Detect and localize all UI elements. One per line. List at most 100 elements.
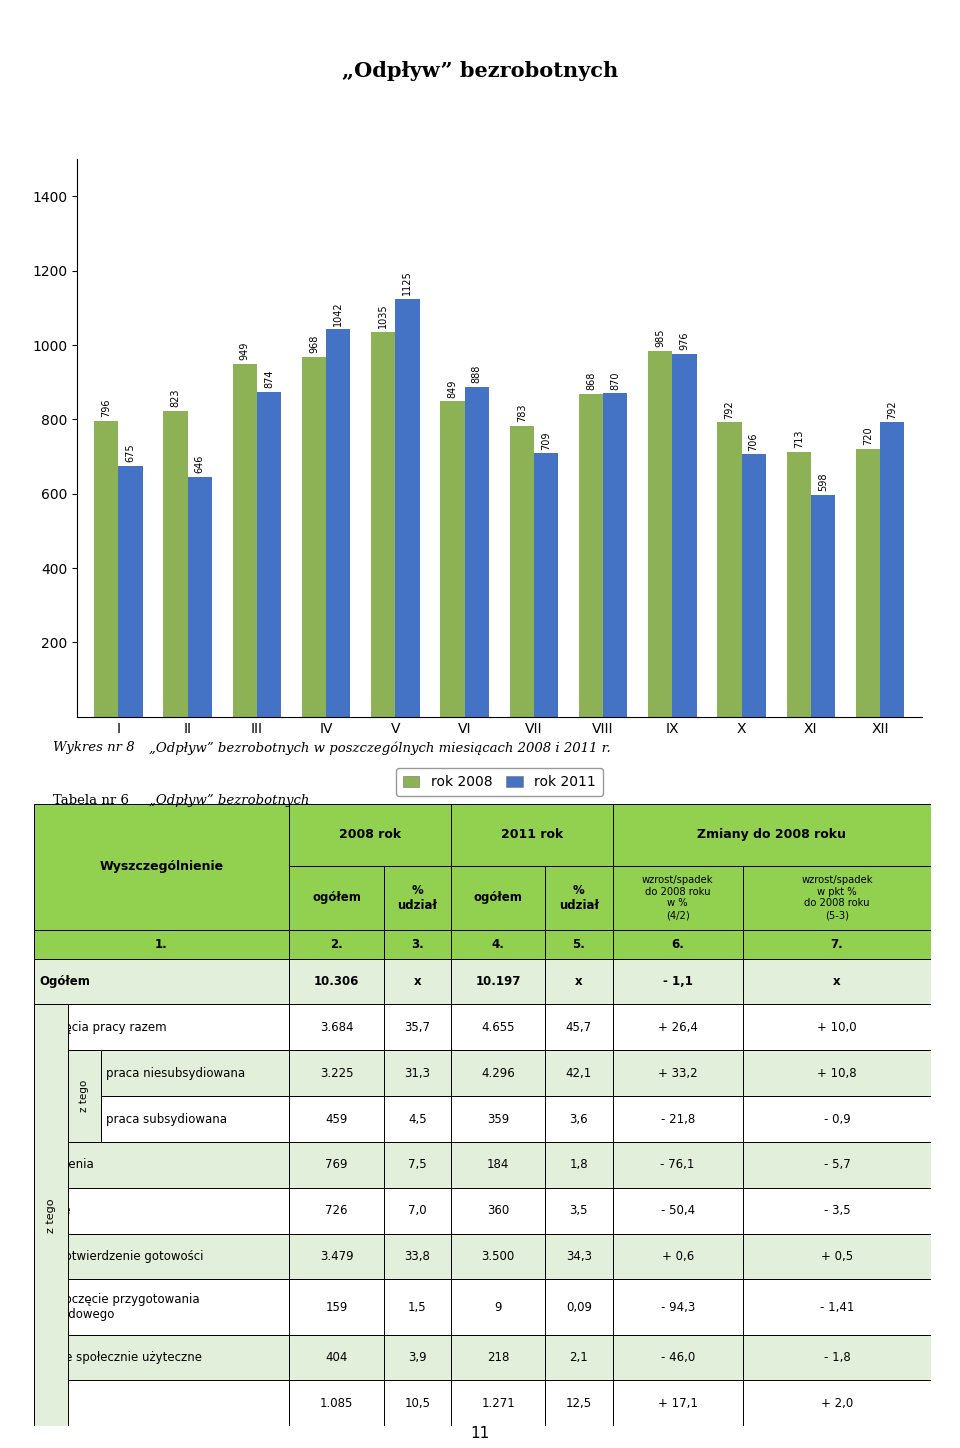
Text: rozpoczęcie przygotowania
zawodowego: rozpoczęcie przygotowania zawodowego xyxy=(39,1293,200,1321)
Text: 3,9: 3,9 xyxy=(408,1351,426,1364)
Text: 868: 868 xyxy=(586,372,596,391)
Text: 726: 726 xyxy=(325,1205,348,1218)
Text: 1042: 1042 xyxy=(333,301,344,326)
Text: 2,1: 2,1 xyxy=(569,1351,588,1364)
Text: 598: 598 xyxy=(818,472,828,491)
Bar xyxy=(384,1050,451,1096)
Bar xyxy=(289,1187,384,1234)
Bar xyxy=(232,363,257,717)
Text: Wykres nr 8: Wykres nr 8 xyxy=(53,741,134,754)
Bar xyxy=(743,866,931,930)
Text: 985: 985 xyxy=(655,329,665,348)
Text: + 10,0: + 10,0 xyxy=(817,1021,856,1034)
Bar xyxy=(465,387,489,717)
Text: 796: 796 xyxy=(101,398,111,417)
Text: - 1,8: - 1,8 xyxy=(824,1351,851,1364)
Bar xyxy=(34,1050,289,1096)
Text: 11: 11 xyxy=(470,1426,490,1441)
Bar xyxy=(289,1335,384,1380)
Bar xyxy=(34,1187,289,1234)
Text: 218: 218 xyxy=(487,1351,510,1364)
Bar xyxy=(34,959,289,1005)
Text: - 3,5: - 3,5 xyxy=(824,1205,851,1218)
Text: - 0,9: - 0,9 xyxy=(824,1112,851,1125)
Bar xyxy=(441,401,465,717)
Bar xyxy=(289,1096,384,1142)
Text: + 26,4: + 26,4 xyxy=(658,1021,698,1034)
Bar xyxy=(743,1096,931,1142)
Bar xyxy=(384,1280,451,1335)
Bar xyxy=(451,1050,545,1096)
Text: staże: staże xyxy=(39,1205,70,1218)
Text: - 50,4: - 50,4 xyxy=(660,1205,695,1218)
Text: 646: 646 xyxy=(195,455,204,473)
Bar xyxy=(743,1380,931,1426)
Text: 184: 184 xyxy=(487,1158,510,1171)
Bar xyxy=(743,1142,931,1187)
Text: z tego: z tego xyxy=(46,1197,56,1232)
Bar xyxy=(289,1142,384,1187)
Text: 792: 792 xyxy=(887,400,898,418)
Text: 34,3: 34,3 xyxy=(565,1250,592,1263)
Text: 1035: 1035 xyxy=(378,304,388,329)
Bar xyxy=(545,866,612,930)
Bar xyxy=(612,804,931,866)
Text: praca subsydiowana: praca subsydiowana xyxy=(107,1112,228,1125)
Bar xyxy=(118,466,143,717)
Bar xyxy=(672,353,697,717)
Bar xyxy=(451,959,545,1005)
Bar xyxy=(34,930,289,959)
Text: wzrost/spadek
do 2008 roku
w %
(4/2): wzrost/spadek do 2008 roku w % (4/2) xyxy=(642,875,713,919)
Text: 1.: 1. xyxy=(156,938,168,951)
Bar xyxy=(289,1234,384,1280)
Bar xyxy=(545,959,612,1005)
Bar xyxy=(451,1280,545,1335)
Bar xyxy=(384,959,451,1005)
Text: prace społecznie użyteczne: prace społecznie użyteczne xyxy=(39,1351,202,1364)
Bar xyxy=(603,394,627,717)
Text: ogółem: ogółem xyxy=(312,891,361,904)
Text: 849: 849 xyxy=(447,379,458,398)
Text: 2.: 2. xyxy=(330,938,343,951)
Text: - 1,41: - 1,41 xyxy=(820,1300,854,1313)
Text: + 0,5: + 0,5 xyxy=(821,1250,853,1263)
Text: 870: 870 xyxy=(611,371,620,390)
Bar xyxy=(545,1005,612,1050)
Bar xyxy=(743,930,931,959)
Bar xyxy=(289,930,384,959)
Text: 769: 769 xyxy=(325,1158,348,1171)
Text: 45,7: 45,7 xyxy=(565,1021,592,1034)
Text: 1,5: 1,5 xyxy=(408,1300,426,1313)
Bar xyxy=(612,1187,743,1234)
Text: 4.655: 4.655 xyxy=(481,1021,515,1034)
Text: 10.306: 10.306 xyxy=(314,975,359,988)
Bar xyxy=(545,1187,612,1234)
Bar xyxy=(34,1380,289,1426)
Text: 823: 823 xyxy=(171,388,180,407)
Bar xyxy=(545,1335,612,1380)
Bar xyxy=(34,1280,289,1335)
Bar xyxy=(612,1096,743,1142)
Bar xyxy=(34,1005,68,1426)
Text: 0,09: 0,09 xyxy=(565,1300,592,1313)
Bar xyxy=(384,1187,451,1234)
Text: 976: 976 xyxy=(680,332,689,350)
Bar xyxy=(34,1335,289,1380)
Bar xyxy=(34,1234,289,1280)
Text: - 5,7: - 5,7 xyxy=(824,1158,851,1171)
Bar xyxy=(612,1380,743,1426)
Bar xyxy=(289,1280,384,1335)
Bar xyxy=(612,959,743,1005)
Bar xyxy=(451,1380,545,1426)
Text: 2011 rok: 2011 rok xyxy=(501,828,563,841)
Bar xyxy=(68,1050,101,1142)
Bar xyxy=(534,453,558,717)
Bar xyxy=(743,1335,931,1380)
Bar xyxy=(34,1142,289,1187)
Text: Zmiany do 2008 roku: Zmiany do 2008 roku xyxy=(697,828,847,841)
Bar xyxy=(34,1280,289,1335)
Bar xyxy=(384,1234,451,1280)
Bar xyxy=(289,959,384,1005)
Text: szkolenia: szkolenia xyxy=(39,1158,94,1171)
Bar xyxy=(743,959,931,1005)
